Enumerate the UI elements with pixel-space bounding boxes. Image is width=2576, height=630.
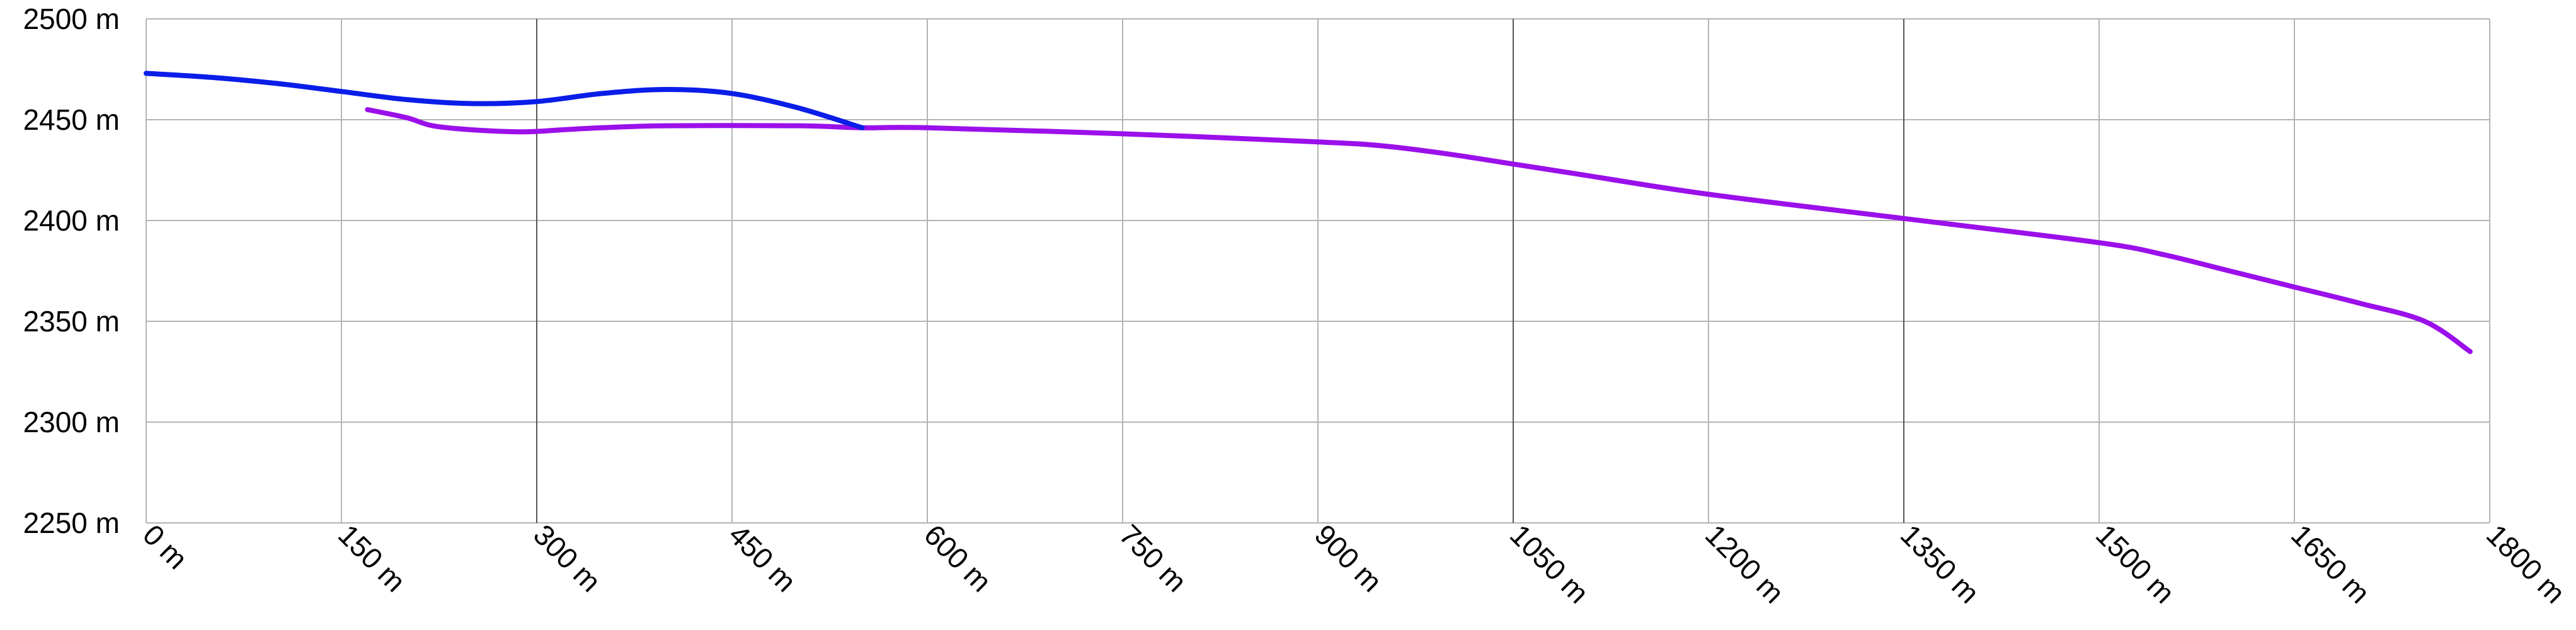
x-tick-label: 1800 m xyxy=(2480,518,2572,609)
y-tick-label: 2350 m xyxy=(23,305,120,338)
x-tick-label: 1650 m xyxy=(2285,518,2376,609)
x-tick-label: 150 m xyxy=(332,518,412,598)
y-tick-label: 2250 m xyxy=(23,507,120,539)
y-tick-label: 2500 m xyxy=(23,3,120,35)
x-tick-label: 1500 m xyxy=(2090,518,2181,609)
y-axis-tick-labels: 2250 m 2300 m 2350 m 2400 m 2450 m 2500 m xyxy=(23,3,120,539)
y-tick-label: 2450 m xyxy=(23,103,120,136)
x-tick-label: 750 m xyxy=(1113,518,1193,598)
series-line-1 xyxy=(144,71,865,130)
y-tick-label: 2400 m xyxy=(23,204,120,237)
x-tick-label: 1350 m xyxy=(1894,518,1986,609)
grid xyxy=(146,18,2490,524)
y-tick-label: 2300 m xyxy=(23,406,120,438)
x-tick-label: 1200 m xyxy=(1699,518,1790,609)
x-tick-label: 300 m xyxy=(527,518,607,598)
x-tick-label: 600 m xyxy=(918,518,998,598)
x-tick-label: 0 m xyxy=(137,518,194,575)
series-line-2 xyxy=(365,107,2473,354)
x-tick-label: 900 m xyxy=(1308,518,1388,598)
series-lines xyxy=(144,71,2473,354)
x-axis-tick-labels: 0 m 150 m 300 m 450 m 600 m 750 m 900 m 1050 m 1… xyxy=(137,518,2572,609)
x-tick-label: 450 m xyxy=(723,518,803,598)
x-tick-label: 1050 m xyxy=(1504,518,1595,609)
